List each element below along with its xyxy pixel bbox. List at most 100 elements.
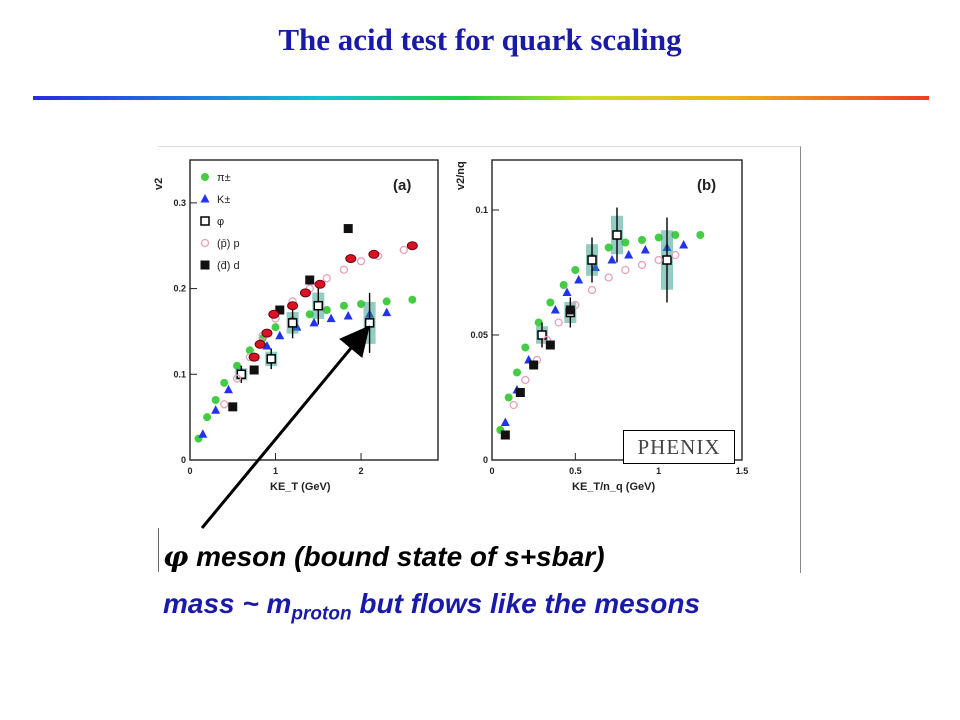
- panel-0-series-2-point-2: [287, 318, 298, 328]
- panel-1-series-3-point-4: [554, 318, 563, 327]
- panel-0-series-3-point-0: [220, 400, 229, 409]
- panel-0-series-1-point-1: [211, 405, 221, 414]
- panel-0-series-5-point-3: [268, 309, 280, 319]
- panel-0-series-0-point-9: [305, 310, 314, 319]
- phi-symbol: φ: [163, 540, 189, 573]
- panel-1-label: (b): [697, 177, 716, 194]
- panel-0-series-5-point-2: [261, 328, 273, 338]
- panel-0-series-4-point-4: [343, 224, 353, 234]
- legend-label-1: K±: [217, 194, 230, 206]
- panel-1-series-3-point-9: [637, 260, 647, 270]
- panel-0-series-3-point-1: [232, 374, 242, 383]
- panel-1-series-4-point-0: [500, 430, 510, 440]
- panel-0-ytick-label-2: 0.2: [173, 284, 186, 294]
- panel-1-series-0-point-2: [513, 368, 521, 377]
- panel-1-series-0-point-3: [521, 343, 530, 352]
- panel-0-series-1-point-9: [326, 313, 336, 323]
- legend-marker-1: [200, 194, 210, 203]
- panel-1-series-3-point-10: [654, 255, 663, 265]
- panel-1-series-4-point-2: [529, 360, 539, 370]
- panel-1-xtick-label-3: 1.5: [736, 466, 749, 476]
- title-gradient-rule: [33, 96, 929, 100]
- panel-1-series-0-point-7: [571, 266, 580, 274]
- panel-0-series-3-point-11: [399, 245, 408, 255]
- panel-0-series-2-point-0: [236, 369, 247, 380]
- panel-1-series-2-point-4: [662, 255, 672, 265]
- panel-1-ylabel: v2/nq: [455, 161, 467, 190]
- panel-0-series-5-point-0: [248, 352, 260, 362]
- panel-0-series-1-point-2: [223, 384, 233, 394]
- panel-0-series-4-point-2: [275, 305, 285, 315]
- panel-0-series-0-point-1: [203, 413, 212, 422]
- panel-0-series-1-point-5: [262, 341, 272, 350]
- panel-1-series-3-point-7: [604, 273, 613, 282]
- caption-phi-meson: φ meson (bound state of s+sbar): [163, 540, 605, 573]
- caption-line2-pre: mass ~ m: [163, 588, 292, 619]
- panel-0-series-5-point-1: [254, 339, 266, 349]
- panel-0-series-0-point-11: [339, 301, 348, 310]
- caption-line2-post: but flows like the mesons: [351, 588, 701, 619]
- panel-1-xlabel: KE_T/n_q (GeV): [572, 481, 655, 493]
- panel-0-frame: [189, 159, 439, 461]
- panel-0-series-0-point-12: [357, 300, 366, 308]
- panel-1-series-0-point-5: [546, 298, 555, 307]
- panel-1-series-1-point-6: [574, 275, 584, 284]
- panel-0-xtick-label-0: 0: [187, 466, 192, 476]
- slide-title: The acid test for quark scaling: [278, 22, 682, 57]
- panel-0-series-4-point-3: [305, 275, 315, 285]
- caption-mass: mass ~ mproton but flows like the mesons: [163, 588, 700, 626]
- panel-0-series-1-point-0: [198, 429, 208, 438]
- panel-1-series-0-point-1: [504, 393, 513, 402]
- panel-1-series-0-point-11: [638, 236, 646, 244]
- panel-0-ytick-label-0: 0: [181, 455, 186, 465]
- panel-0-series-0-point-13: [382, 297, 391, 306]
- panel-0-series-1-point-12: [382, 307, 392, 317]
- panel-0-series-3-point-7: [322, 274, 331, 283]
- panel-1-series-4-point-3: [545, 340, 555, 350]
- panel-0-series-2-point-4: [364, 318, 375, 328]
- panel-1-series-2-point-3: [612, 230, 622, 240]
- panel-0-series-5-point-4: [287, 301, 299, 311]
- panel-0-series-5-point-9: [406, 241, 418, 251]
- panel-0-ytick-label-3: 0.3: [173, 198, 186, 208]
- panel-0-series-5-point-7: [345, 254, 357, 264]
- panel-0-series-0-point-14: [408, 295, 417, 304]
- panel-0-xtick-label-2: 2: [359, 466, 364, 476]
- panel-0-ytick-label-1: 0.1: [173, 369, 186, 379]
- panel-0-series-0-point-5: [245, 346, 254, 355]
- panel-1-series-3-point-8: [621, 265, 630, 275]
- panel-1-xtick-label-0: 0: [489, 466, 494, 476]
- legend-label-2: φ: [217, 216, 224, 228]
- panel-1-xtick-label-1: 0.5: [569, 466, 582, 476]
- panel-0-series-1-point-10: [343, 311, 353, 320]
- panel-0-series-2-point-1: [266, 354, 276, 364]
- panel-0-series-5-point-8: [368, 249, 380, 259]
- panel-1-ytick-label-2: 0.1: [475, 205, 488, 215]
- panel-0-xlabel: KE_T (GeV): [270, 481, 331, 493]
- panel-0-series-1-point-8: [309, 317, 319, 327]
- panel-1-xtick-label-2: 1: [656, 466, 661, 476]
- panel-1-series-0-point-6: [559, 281, 568, 289]
- legend-label-4: (d̄) d: [217, 260, 240, 272]
- panel-0-series-0-point-4: [233, 361, 242, 370]
- legend-marker-0: [201, 173, 209, 181]
- figure-frame: [158, 146, 801, 573]
- panel-0-series-2-point-3: [313, 300, 324, 311]
- panel-1-series-1-point-10: [640, 245, 650, 254]
- panel-1-series-0-point-4: [534, 318, 543, 327]
- panel-0-xtick-label-1: 1: [273, 466, 278, 476]
- panel-0-series-3-point-8: [339, 265, 349, 274]
- panel-1-series-1-point-8: [607, 255, 617, 264]
- panel-0-ylabel: v2: [153, 178, 165, 190]
- panel-1-series-0-point-14: [696, 231, 705, 239]
- panel-1-series-3-point-1: [521, 375, 530, 385]
- panel-0-series-1-point-6: [275, 330, 285, 340]
- panel-1-frame: [491, 159, 743, 461]
- panel-1-series-3-point-0: [509, 400, 518, 410]
- panel-1-series-4-point-4: [565, 305, 575, 315]
- panel-1-series-0-point-10: [621, 238, 630, 247]
- caption-line1-text: meson (bound state of s+sbar): [196, 541, 605, 572]
- panel-0-series-4-point-0: [228, 402, 238, 412]
- panel-1-series-3-point-6: [587, 285, 597, 295]
- panel-1-series-1-point-12: [679, 240, 689, 249]
